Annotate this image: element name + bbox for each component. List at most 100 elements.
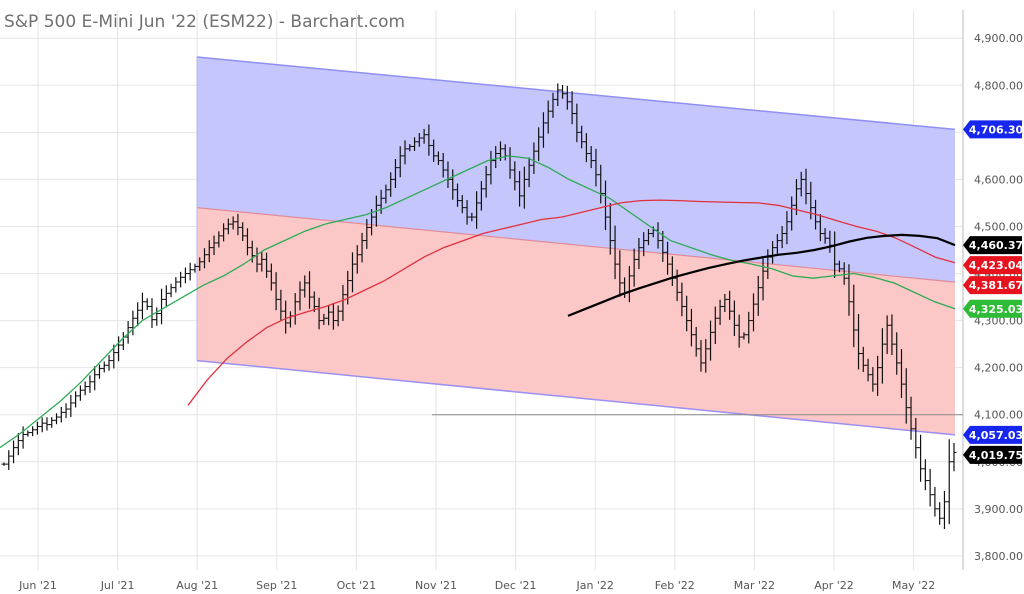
price-bar xyxy=(464,200,470,225)
price-bar xyxy=(612,225,618,280)
price-bar xyxy=(784,211,790,245)
price-bar xyxy=(598,164,604,204)
price-badge: 4,460.37 xyxy=(963,236,1023,255)
price-bar xyxy=(865,358,871,382)
price-bar xyxy=(273,272,279,311)
price-bar xyxy=(225,218,231,235)
price-bar xyxy=(168,283,174,298)
x-tick-label: Sep '21 xyxy=(256,579,297,592)
price-bar xyxy=(82,381,88,396)
price-bar xyxy=(354,245,360,274)
price-bar xyxy=(20,426,26,449)
price-bar xyxy=(397,146,403,178)
price-bar xyxy=(1,462,7,466)
price-bar xyxy=(101,361,107,373)
price-bar xyxy=(440,153,446,178)
price-bar xyxy=(526,157,532,188)
price-bar xyxy=(58,406,64,423)
price-bar xyxy=(244,228,250,256)
price-bar xyxy=(178,271,184,288)
price-bar xyxy=(722,293,728,312)
price-bar xyxy=(641,232,647,257)
price-bar xyxy=(536,127,542,161)
price-bar xyxy=(421,128,427,144)
moving-average-line xyxy=(187,199,956,406)
price-bar xyxy=(474,191,480,229)
price-bar xyxy=(937,502,943,525)
y-tick-label: 3,900.00 xyxy=(974,503,1023,516)
moving-average-line xyxy=(0,155,956,449)
price-bar xyxy=(302,275,308,298)
y-tick-label: 4,100.00 xyxy=(974,409,1023,422)
price-badges: 4,706.30 4,460.37 4,423.04 4,381.67 4,325.03… xyxy=(963,120,1023,464)
price-bar xyxy=(569,91,575,125)
price-badge-bg xyxy=(963,276,1022,295)
price-bar xyxy=(364,219,370,249)
price-bar xyxy=(87,375,93,393)
price-bar xyxy=(369,209,375,236)
price-bar xyxy=(822,228,828,244)
price-bar xyxy=(435,151,441,166)
price-bar xyxy=(259,252,265,272)
price-bar xyxy=(483,165,489,198)
price-bar xyxy=(521,166,527,209)
price-bar xyxy=(540,112,546,148)
price-bar xyxy=(39,417,45,433)
price-bar xyxy=(898,349,904,399)
price-badge: 4,019.75 xyxy=(963,445,1023,464)
price-bar xyxy=(560,84,566,99)
price-badge-label: 4,460.37 xyxy=(969,239,1023,252)
price-bar xyxy=(889,314,895,355)
price-bar xyxy=(120,332,126,351)
price-bar xyxy=(125,321,131,344)
price-bar xyxy=(321,313,327,325)
y-axis: 4,900.004,800.004,700.004,600.004,500.00… xyxy=(974,32,1023,563)
price-bar xyxy=(297,281,303,311)
price-bar xyxy=(798,171,804,197)
price-bar xyxy=(163,285,169,308)
price-bar xyxy=(221,223,227,242)
price-bar xyxy=(918,434,924,482)
price-badge-label: 4,423.04 xyxy=(969,259,1024,272)
price-bar xyxy=(875,355,881,396)
price-bar xyxy=(884,315,890,354)
x-tick-label: May '22 xyxy=(892,579,935,592)
price-bar xyxy=(684,295,690,332)
price-bar xyxy=(139,292,145,320)
price-bar xyxy=(149,298,155,328)
price-bar xyxy=(106,355,112,371)
price-badge-bg xyxy=(963,120,1022,139)
price-bar xyxy=(11,440,17,464)
price-bar xyxy=(712,306,718,345)
price-bar xyxy=(359,232,365,263)
price-badge-bg xyxy=(963,236,1022,255)
price-bar xyxy=(73,391,79,408)
price-bar xyxy=(216,231,222,248)
x-tick-label: Oct '21 xyxy=(337,579,377,592)
y-tick-label: 4,600.00 xyxy=(974,173,1023,186)
price-bar xyxy=(755,275,761,316)
x-tick-label: Apr '22 xyxy=(814,579,854,592)
price-bar xyxy=(894,332,900,375)
price-bar xyxy=(173,277,179,293)
price-bar xyxy=(450,169,456,200)
price-bar xyxy=(932,486,938,517)
price-bar xyxy=(717,299,723,325)
price-bar xyxy=(836,260,842,273)
price-bar xyxy=(941,490,947,530)
price-bar xyxy=(459,195,465,214)
price-badge: 4,423.04 xyxy=(963,256,1024,275)
price-bar xyxy=(727,290,733,320)
price-badge-label: 4,706.30 xyxy=(969,123,1024,136)
price-bar xyxy=(392,159,398,189)
price-bar xyxy=(703,339,709,373)
price-bar xyxy=(159,288,165,325)
price-bar xyxy=(335,305,341,327)
price-bar xyxy=(674,269,680,302)
price-bar xyxy=(264,252,270,278)
price-bar xyxy=(326,305,332,326)
price-bar xyxy=(603,180,609,231)
price-bar xyxy=(708,320,714,361)
price-badge-label: 4,057.03 xyxy=(969,429,1023,442)
